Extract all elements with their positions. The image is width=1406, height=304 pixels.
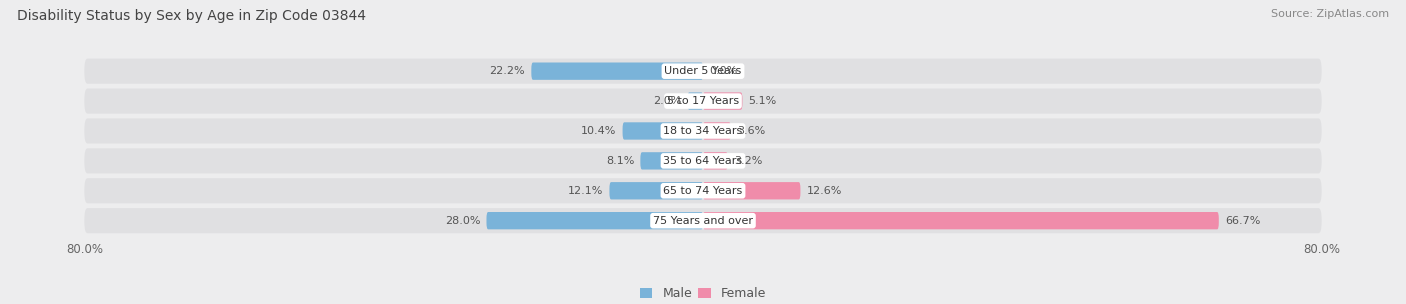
Text: 66.7%: 66.7% bbox=[1225, 216, 1260, 226]
FancyBboxPatch shape bbox=[84, 119, 1322, 143]
Text: 3.2%: 3.2% bbox=[734, 156, 762, 166]
FancyBboxPatch shape bbox=[84, 208, 1322, 233]
FancyBboxPatch shape bbox=[84, 88, 1322, 114]
FancyBboxPatch shape bbox=[703, 212, 1219, 229]
Text: 2.0%: 2.0% bbox=[652, 96, 682, 106]
FancyBboxPatch shape bbox=[640, 152, 703, 170]
Text: 8.1%: 8.1% bbox=[606, 156, 634, 166]
FancyBboxPatch shape bbox=[703, 92, 742, 110]
Text: 18 to 34 Years: 18 to 34 Years bbox=[664, 126, 742, 136]
Text: 22.2%: 22.2% bbox=[489, 66, 526, 76]
Text: 10.4%: 10.4% bbox=[581, 126, 616, 136]
FancyBboxPatch shape bbox=[703, 152, 728, 170]
Text: 28.0%: 28.0% bbox=[444, 216, 481, 226]
Text: 12.6%: 12.6% bbox=[807, 186, 842, 196]
FancyBboxPatch shape bbox=[623, 122, 703, 140]
FancyBboxPatch shape bbox=[84, 59, 1322, 84]
FancyBboxPatch shape bbox=[84, 148, 1322, 173]
FancyBboxPatch shape bbox=[609, 182, 703, 199]
Text: 5 to 17 Years: 5 to 17 Years bbox=[666, 96, 740, 106]
Text: 12.1%: 12.1% bbox=[568, 186, 603, 196]
Text: Under 5 Years: Under 5 Years bbox=[665, 66, 741, 76]
FancyBboxPatch shape bbox=[703, 122, 731, 140]
FancyBboxPatch shape bbox=[84, 178, 1322, 203]
Text: 0.0%: 0.0% bbox=[709, 66, 737, 76]
Text: Disability Status by Sex by Age in Zip Code 03844: Disability Status by Sex by Age in Zip C… bbox=[17, 9, 366, 23]
Text: 75 Years and over: 75 Years and over bbox=[652, 216, 754, 226]
FancyBboxPatch shape bbox=[531, 63, 703, 80]
Text: 35 to 64 Years: 35 to 64 Years bbox=[664, 156, 742, 166]
Text: 65 to 74 Years: 65 to 74 Years bbox=[664, 186, 742, 196]
FancyBboxPatch shape bbox=[486, 212, 703, 229]
Text: 3.6%: 3.6% bbox=[737, 126, 765, 136]
Text: Source: ZipAtlas.com: Source: ZipAtlas.com bbox=[1271, 9, 1389, 19]
Text: 5.1%: 5.1% bbox=[748, 96, 778, 106]
FancyBboxPatch shape bbox=[703, 182, 800, 199]
Legend: Male, Female: Male, Female bbox=[640, 287, 766, 300]
FancyBboxPatch shape bbox=[688, 92, 703, 110]
